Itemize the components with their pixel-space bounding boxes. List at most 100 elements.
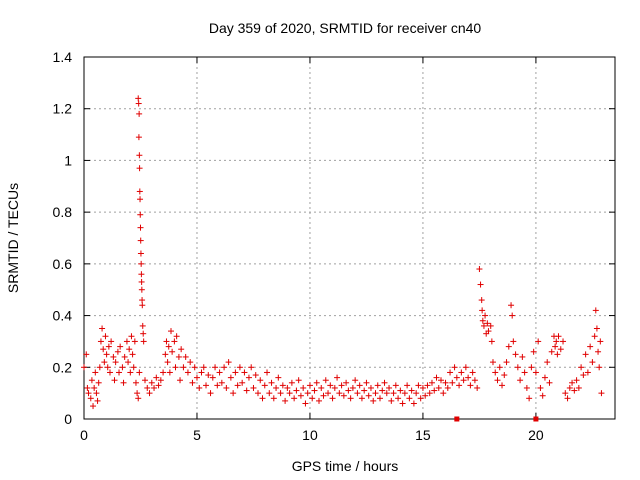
data-point xyxy=(488,338,495,345)
data-point xyxy=(157,377,164,384)
data-point xyxy=(431,387,438,394)
data-point xyxy=(148,379,155,386)
data-point xyxy=(510,338,517,345)
data-point xyxy=(282,397,289,404)
data-point xyxy=(108,338,115,345)
data-point xyxy=(487,322,494,329)
data-point xyxy=(554,351,561,358)
data-point xyxy=(169,348,176,355)
data-point xyxy=(138,271,145,278)
data-point xyxy=(93,390,100,397)
data-point xyxy=(221,364,228,371)
data-point xyxy=(415,382,422,389)
x-tick-label: 20 xyxy=(528,427,544,443)
data-point xyxy=(182,353,189,360)
data-point xyxy=(589,359,596,366)
data-point xyxy=(410,400,417,407)
data-point xyxy=(480,322,487,329)
data-point xyxy=(496,364,503,371)
grid xyxy=(84,57,615,419)
data-point xyxy=(485,328,492,335)
square-marker xyxy=(454,416,460,422)
data-point xyxy=(304,390,311,397)
data-point xyxy=(114,348,121,355)
data-point xyxy=(381,379,388,386)
data-point xyxy=(428,379,435,386)
data-point xyxy=(361,387,368,394)
data-point xyxy=(207,390,214,397)
data-point xyxy=(90,403,97,410)
x-tick-label: 10 xyxy=(302,427,318,443)
data-point xyxy=(196,384,203,391)
data-point xyxy=(334,374,341,381)
data-point xyxy=(243,387,250,394)
y-tick-label: 1.2 xyxy=(53,101,73,117)
data-point xyxy=(81,364,87,371)
data-point xyxy=(135,134,142,141)
data-point xyxy=(85,390,92,397)
data-point xyxy=(584,369,591,376)
data-point xyxy=(270,395,277,402)
data-point xyxy=(128,333,135,340)
data-point xyxy=(189,379,196,386)
data-point xyxy=(164,359,171,366)
data-point xyxy=(532,369,539,376)
data-point xyxy=(284,384,291,391)
data-point xyxy=(575,384,582,391)
data-point xyxy=(212,364,219,371)
data-point xyxy=(225,359,232,366)
data-point xyxy=(478,297,485,304)
data-point xyxy=(555,333,562,340)
x-axis-label: GPS time / hours xyxy=(292,458,399,474)
data-point xyxy=(492,369,499,376)
data-point xyxy=(165,343,172,350)
data-point xyxy=(140,338,147,345)
data-point xyxy=(408,387,415,394)
data-point xyxy=(440,390,447,397)
data-point xyxy=(94,397,101,404)
data-point xyxy=(261,382,268,389)
data-point xyxy=(279,382,286,389)
data-point xyxy=(138,260,145,267)
data-point xyxy=(347,395,354,402)
data-point xyxy=(248,364,255,371)
data-point xyxy=(438,377,445,384)
y-tick-label: 0.8 xyxy=(53,204,73,220)
data-point xyxy=(313,379,320,386)
data-point xyxy=(482,312,489,319)
data-point xyxy=(338,382,345,389)
y-tick-label: 1 xyxy=(64,152,72,168)
data-point xyxy=(136,165,143,172)
data-point xyxy=(205,372,212,379)
data-point xyxy=(327,382,334,389)
data-point xyxy=(377,395,384,402)
data-point xyxy=(127,369,134,376)
data-point xyxy=(539,392,546,399)
data-point xyxy=(100,346,107,353)
data-point xyxy=(175,353,182,360)
data-point xyxy=(521,369,528,376)
data-point xyxy=(587,343,594,350)
data-point xyxy=(155,382,162,389)
data-point xyxy=(266,390,273,397)
data-point xyxy=(184,369,191,376)
data-point xyxy=(134,390,141,397)
data-point xyxy=(395,395,402,402)
data-point xyxy=(116,369,123,376)
data-point xyxy=(458,369,465,376)
data-point xyxy=(340,392,347,399)
data-point xyxy=(268,379,275,386)
data-point xyxy=(541,374,548,381)
data-point xyxy=(318,384,325,391)
y-tick-label: 0.4 xyxy=(53,308,73,324)
data-point xyxy=(257,377,264,384)
chart-title: Day 359 of 2020, SRMTID for receiver cn4… xyxy=(209,20,482,36)
data-point xyxy=(252,372,259,379)
data-point xyxy=(178,346,185,353)
data-point xyxy=(131,338,138,345)
data-point xyxy=(451,364,458,371)
data-point xyxy=(250,384,257,391)
data-point xyxy=(573,377,580,384)
data-point xyxy=(356,382,363,389)
